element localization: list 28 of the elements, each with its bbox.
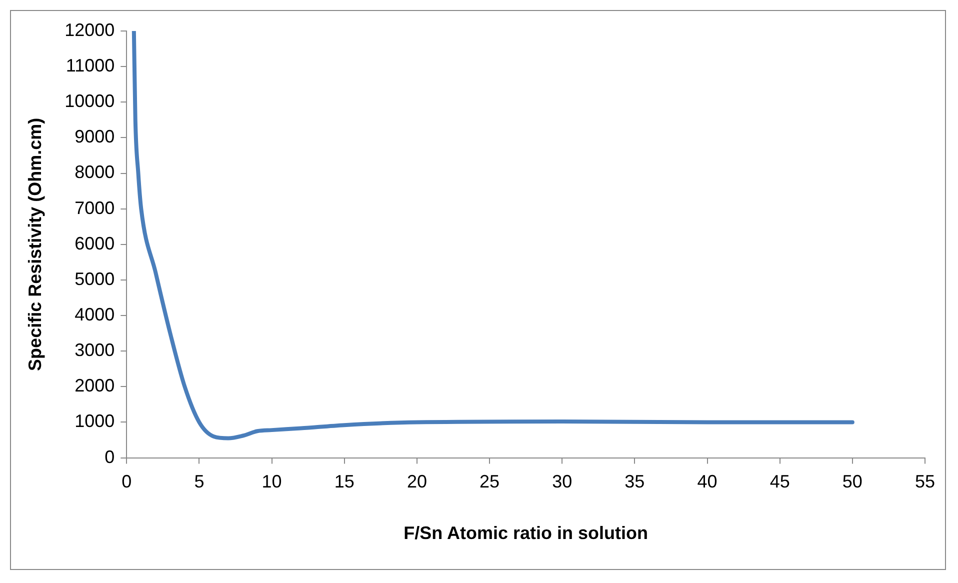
x-tick-label: 25	[480, 472, 500, 492]
x-tick-label: 45	[770, 472, 790, 492]
y-tick-label: 12000	[64, 20, 115, 40]
x-tick-label: 35	[624, 472, 645, 492]
y-tick-label: 2000	[74, 376, 115, 396]
x-tick-label: 0	[122, 472, 132, 492]
x-tick-label: 5	[194, 472, 204, 492]
y-axis-title: Specific Resistivity (Ohm.cm)	[24, 118, 45, 371]
x-tick-label: 20	[406, 472, 427, 492]
y-tick-label: 11000	[66, 56, 115, 76]
y-tick-label: 0	[104, 446, 115, 467]
x-tick-label: 50	[842, 472, 862, 492]
x-axis-title: F/Sn Atomic ratio in solution	[404, 523, 648, 544]
line-series	[132, 31, 854, 440]
y-tick-label: 4000	[74, 304, 115, 324]
y-tick-label: 5000	[74, 268, 115, 289]
y-tick-label: 9000	[74, 126, 115, 147]
x-tick-label: 10	[262, 472, 282, 492]
y-tick-label: 7000	[74, 198, 115, 218]
y-tick-label: 10000	[64, 91, 115, 112]
x-tick-label: 40	[697, 472, 718, 492]
y-tick-label: 8000	[74, 162, 115, 182]
x-tick-label: 55	[914, 472, 936, 492]
x-tick-label: 30	[552, 472, 572, 492]
y-tick-label: 1000	[74, 411, 115, 432]
y-tick-label: 6000	[74, 233, 115, 254]
x-tick-label: 15	[334, 472, 354, 492]
y-tick-label: 3000	[74, 340, 115, 360]
